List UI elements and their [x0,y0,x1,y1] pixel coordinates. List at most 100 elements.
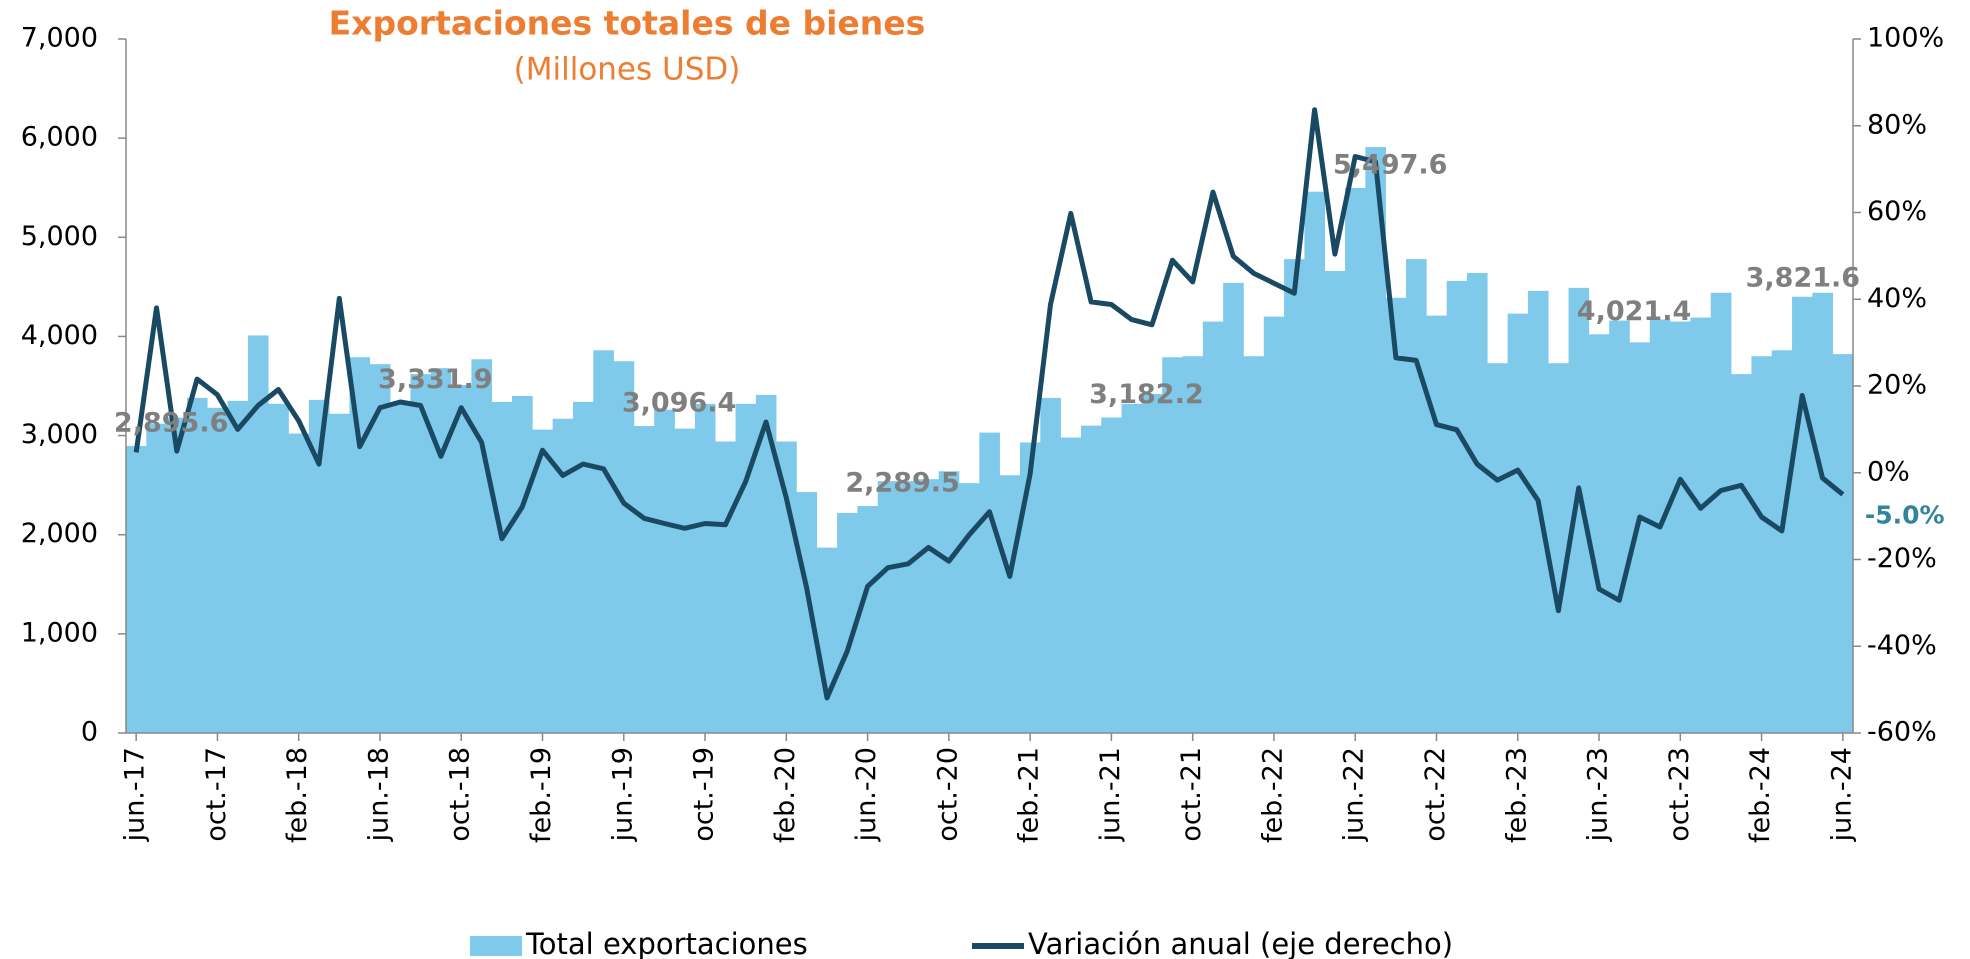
bar [1182,356,1204,733]
y2-tick-label: 40% [1867,283,1927,314]
bar [1690,317,1712,733]
bar [593,350,614,733]
bar [1568,287,1590,733]
line [133,107,1845,701]
chart-title: Exportaciones totales de bienes [329,4,926,43]
y-tick-label: 0 [81,717,98,748]
bar [247,335,269,733]
bar [1385,297,1407,733]
bar [735,403,757,733]
data-label: 2,289.5 [845,468,959,499]
bar [857,506,879,733]
bar [1588,334,1610,733]
y2-tick-label: 100% [1867,23,1944,54]
x-tick-label: feb.-22 [1257,747,1288,843]
bar [796,492,818,733]
data-label: 4,021.4 [1577,296,1691,327]
bar [471,359,493,733]
bar [1629,342,1651,733]
x-tick-label: feb.-19 [526,747,557,843]
bar [755,394,777,733]
bar [1019,442,1041,733]
x-tick-label: oct.-19 [689,747,720,842]
data-label: 5,497.6 [1333,149,1447,180]
bar [1263,316,1285,733]
x-tick-label: jun.-18 [363,747,394,842]
bar [1710,292,1732,733]
y2-tick-label: 20% [1867,370,1927,401]
bar [1284,259,1305,733]
y-tick-label: 2,000 [21,518,98,549]
bar [877,481,899,733]
bar [390,402,411,733]
bar [186,397,208,733]
bar [837,512,858,733]
bar [633,426,655,733]
bar [898,481,919,733]
x-tick-label: jun.-24 [1826,747,1857,842]
bar [1609,320,1630,733]
y2-tick-label: -40% [1867,630,1937,661]
bar [1141,393,1163,733]
bar [126,445,147,733]
bar [1406,259,1427,733]
x-tick-label: oct.-20 [932,747,963,842]
bar [207,407,228,733]
bar [1751,356,1773,733]
bar [959,483,980,733]
bar [410,374,432,733]
bar [715,441,736,733]
bar [1731,374,1752,733]
legend-label: Variación anual (eje derecho) [1028,927,1453,959]
bar [288,433,310,733]
bar [1365,147,1386,733]
y2-tick-label: 80% [1867,109,1927,140]
bar [329,413,350,733]
data-label: 3,821.6 [1746,263,1860,294]
bar [572,401,594,733]
bar [1223,282,1244,733]
bar [1040,397,1061,733]
bar [1426,315,1447,733]
bar [1548,363,1569,733]
data-label: 2,895.6 [114,407,228,438]
y2-tick-label: -20% [1867,543,1937,574]
data-label: -5.0% [1865,500,1945,529]
bar [1670,321,1691,733]
bar [674,428,696,733]
bar [1202,321,1224,733]
data-label: 3,331.9 [378,364,492,395]
bar [1507,313,1529,733]
bar [146,423,167,733]
bar [1080,425,1102,733]
bar [654,409,675,733]
y2-tick-label: 0% [1867,456,1910,487]
bar [613,361,635,733]
x-tick-label: oct.-17 [201,747,232,842]
bar [1162,357,1183,733]
bar [1466,272,1488,733]
bar [166,417,188,733]
bar [1832,354,1854,733]
chart-subtitle: (Millones USD) [514,52,741,88]
x-tick-label: oct.-18 [445,747,476,842]
bar [308,399,330,733]
bar [491,401,513,733]
x-tick-label: oct.-22 [1420,747,1451,842]
x-tick-label: feb.-24 [1745,747,1776,843]
bar [451,385,472,733]
bar [999,475,1021,733]
bar [268,403,289,733]
bar [349,357,371,733]
bar [938,471,960,733]
bar [1060,437,1082,733]
legend-swatch [470,936,522,956]
x-tick-label: feb.-18 [282,747,313,843]
y-tick-label: 3,000 [21,419,98,450]
bar [1345,187,1366,734]
bar [694,403,716,733]
bar [776,441,797,733]
bar [979,432,1000,733]
y2-tick-label: 60% [1867,196,1927,227]
bar [1771,350,1793,733]
